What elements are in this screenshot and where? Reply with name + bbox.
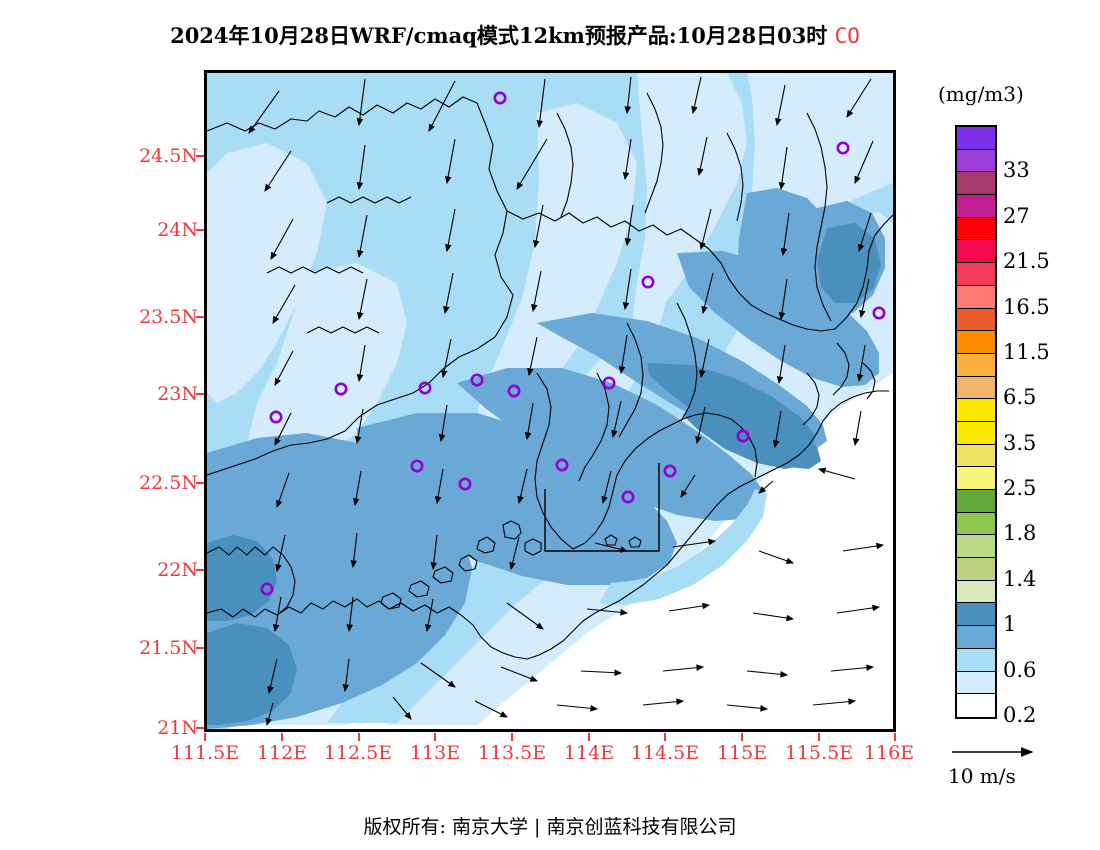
colorbar-band [957, 603, 995, 627]
colorbar-tick-label: 16.5 [1003, 294, 1050, 319]
x-tick [818, 733, 820, 741]
colorbar-band [957, 421, 995, 445]
colorbar-tick-label: 0.2 [1003, 703, 1037, 727]
colorbar-band [957, 217, 995, 241]
colorbar-tick-label: 1 [1003, 612, 1017, 637]
colorbar-tick-label: 3.5 [1003, 430, 1037, 455]
colorbar-band [957, 149, 995, 173]
colorbar-band [957, 172, 995, 196]
colorbar-band [957, 263, 995, 286]
y-tick [196, 393, 204, 395]
y-tick [196, 482, 204, 484]
station-markers [260, 91, 886, 596]
colorbar-tick-label: 11.5 [1003, 339, 1050, 364]
x-tick-label: 114.5E [630, 742, 700, 764]
colorbar-band [957, 694, 995, 717]
colorbar-tick-label: 0.6 [1003, 657, 1037, 682]
colorbar-band [957, 308, 995, 332]
colorbar-band [957, 648, 995, 672]
x-tick-label: 115.5E [784, 742, 854, 764]
x-tick-label: 116E [863, 742, 915, 764]
colorbar-unit-label: (mg/m3) [938, 82, 1024, 106]
y-tick-label: 24N [157, 219, 198, 241]
colorbar-band [957, 535, 995, 559]
colorbar-labels: 33 27 21.5 16.5 11.5 6.5 3.5 2.5 1.8 1.4 1 0.6 0.2 [1003, 125, 1098, 727]
right-arrow-icon [952, 747, 1034, 757]
colorbar-tick-label: 6.5 [1003, 385, 1037, 410]
x-tick-label: 113.5E [477, 742, 547, 764]
colorbar-band [957, 331, 995, 354]
colorbar-band [957, 240, 995, 264]
x-tick [741, 733, 743, 741]
x-tick-label: 111.5E [170, 742, 240, 764]
y-tick [196, 727, 204, 729]
y-tick [196, 229, 204, 231]
wind-vectors [248, 76, 885, 727]
y-tick-label: 23.5N [139, 306, 198, 328]
x-tick [588, 733, 590, 741]
colorbar-band [957, 490, 995, 513]
colorbar-band [957, 195, 995, 218]
colorbar-band [957, 376, 995, 400]
colorbar-band [957, 626, 995, 649]
x-tick [358, 733, 360, 741]
colorbar-band [957, 399, 995, 422]
colorbar-band [957, 558, 995, 581]
y-tick-label: 24.5N [139, 145, 198, 167]
y-tick-label: 22.5N [139, 472, 198, 494]
colorbar-tick-label: 2.5 [1003, 476, 1037, 501]
x-tick-label: 113E [409, 742, 461, 764]
y-tick [196, 316, 204, 318]
colorbar [955, 125, 997, 719]
copyright-footer: 版权所有: 南京大学 | 南京创蓝科技有限公司 [363, 816, 737, 838]
colorbar-band [957, 512, 995, 536]
x-tick-label: 115E [716, 742, 768, 764]
wind-scale-legend: 10 m/s [948, 742, 1088, 797]
y-tick-label: 22N [157, 559, 198, 581]
y-tick-label: 21.5N [139, 637, 198, 659]
x-tick [434, 733, 436, 741]
colorbar-tick-label: 33 [1003, 158, 1030, 183]
colorbar-band [957, 444, 995, 468]
colorbar-band [957, 580, 995, 604]
colorbar-tick-label: 1.8 [1003, 521, 1037, 546]
map-panel [204, 70, 896, 732]
y-tick-label: 23N [157, 383, 198, 405]
y-tick [196, 155, 204, 157]
y-tick [196, 569, 204, 571]
title-text: 2024年10月28日WRF/cmaq模式12km预报产品:10月28日03时 [170, 23, 828, 48]
colorbar-band [957, 127, 995, 150]
x-tick [664, 733, 666, 741]
species-label: CO [834, 24, 860, 48]
y-tick [196, 647, 204, 649]
x-tick [204, 733, 206, 741]
x-tick-label: 114E [563, 742, 615, 764]
x-tick-label: 112E [256, 742, 308, 764]
colorbar-band [957, 285, 995, 309]
colorbar-band [957, 353, 995, 377]
colorbar-tick-label: 21.5 [1003, 249, 1050, 274]
x-tick [511, 733, 513, 741]
colorbar-tick-label: 27 [1003, 203, 1030, 228]
x-tick [281, 733, 283, 741]
page-title: 2024年10月28日WRF/cmaq模式12km预报产品:10月28日03时 … [0, 20, 1030, 50]
wind-scale-value: 10 m/s [948, 764, 1016, 788]
map-frame [204, 70, 896, 732]
concentration-map [207, 73, 893, 729]
colorbar-tick-label: 1.4 [1003, 566, 1037, 591]
y-tick-label: 21N [157, 717, 198, 739]
x-tick-label: 112.5E [323, 742, 393, 764]
x-tick [894, 733, 896, 741]
colorbar-band [957, 467, 995, 490]
colorbar-band [957, 671, 995, 695]
